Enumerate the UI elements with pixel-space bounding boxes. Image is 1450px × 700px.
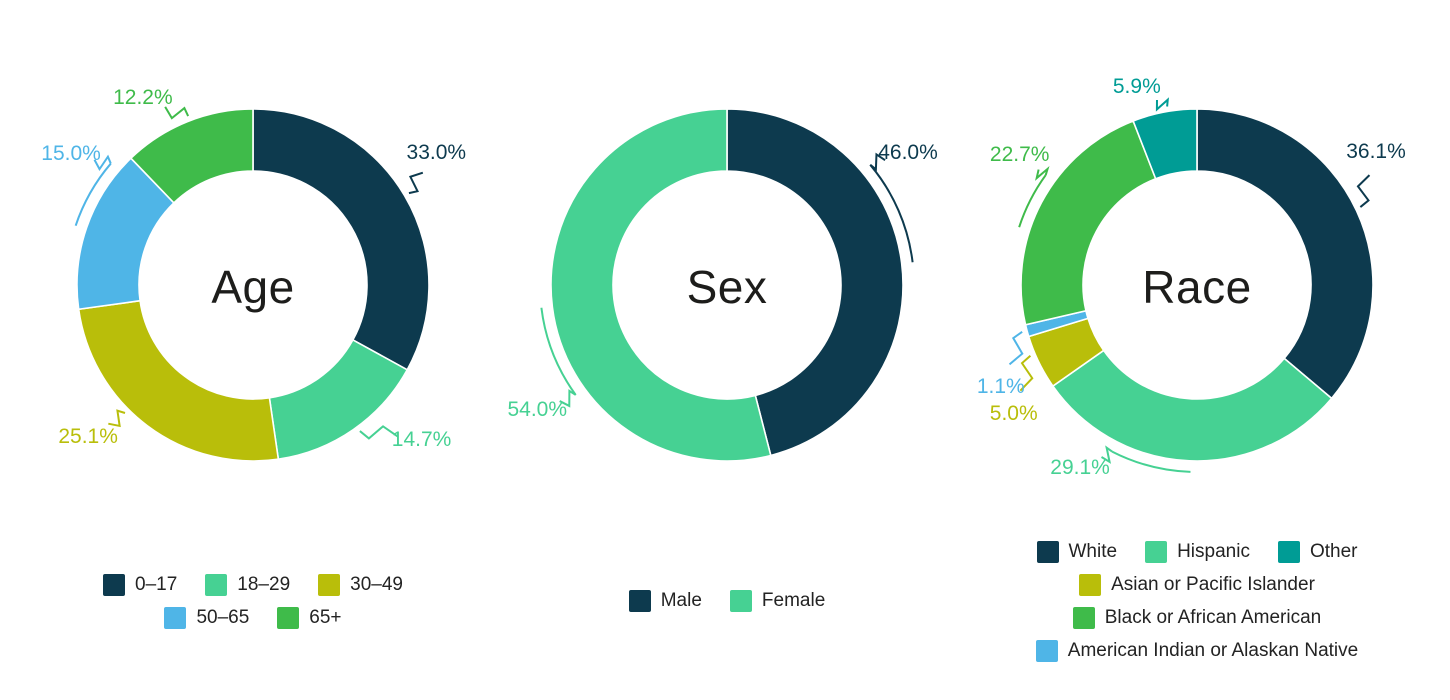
donut-chart-sex — [540, 108, 914, 462]
donut-slice-18-29[interactable] — [268, 338, 409, 461]
donut-chart-race — [1008, 97, 1374, 473]
leader-line — [1019, 354, 1034, 392]
legend-swatch-50-65 — [164, 607, 187, 629]
legend-swatch-white — [1036, 541, 1059, 563]
slice-label-black-or-african-american: 22.7% — [989, 142, 1050, 166]
legend-label: Other — [1309, 541, 1358, 562]
legend-item-white: White — [1036, 541, 1118, 563]
donut-slice-hispanic[interactable] — [1051, 349, 1333, 462]
chart-title-race: Race — [1142, 261, 1252, 313]
leader-line — [164, 106, 190, 120]
leader-arc — [1111, 450, 1191, 473]
legend-label: Asian or Pacific Islander — [1111, 574, 1315, 595]
legend-swatch-65 — [277, 607, 300, 629]
legend-label: Female — [761, 590, 826, 611]
legend-label: 65+ — [309, 607, 342, 628]
donut-slice-male[interactable] — [726, 108, 904, 457]
legend-item-male: Male — [628, 590, 702, 612]
legend-item-other: Other — [1277, 541, 1358, 563]
donut-slice-0-17[interactable] — [252, 108, 430, 371]
legend-swatch-american-indian-or-alaskan-native — [1035, 640, 1058, 662]
slice-label-18-29: 14.7% — [391, 428, 452, 451]
slice-label-0-17: 33.0% — [406, 140, 467, 164]
leader-line — [1035, 165, 1050, 181]
donut-slice-65[interactable] — [129, 108, 254, 205]
donut-slice-other[interactable] — [1132, 108, 1198, 180]
slice-label-white: 36.1% — [1346, 140, 1406, 164]
slice-label-other: 5.9% — [1112, 74, 1161, 98]
leader-line — [1356, 174, 1371, 208]
slice-label-american-indian-or-alaskan-native: 1.1% — [976, 374, 1025, 398]
slice-label-65: 12.2% — [113, 86, 173, 110]
slice-label-hispanic: 29.1% — [1050, 455, 1110, 479]
slice-label-50-65: 15.0% — [41, 142, 101, 166]
legend-swatch-black-or-african-american — [1072, 607, 1095, 629]
legend-item-30-49: 30–49 — [318, 574, 403, 596]
legend-label: American Indian or Alaskan Native — [1067, 640, 1359, 661]
legend-item-black-or-african-american: Black or African American — [1072, 607, 1322, 629]
chart-title-age: Age — [211, 261, 295, 313]
leader-line — [359, 425, 399, 440]
leader-arc — [74, 162, 112, 226]
legend-item-asian-or-pacific-islander: Asian or Pacific Islander — [1079, 574, 1315, 596]
leader-arc — [869, 164, 914, 263]
legend-item-hispanic: Hispanic — [1145, 541, 1250, 563]
legend-swatch-male — [628, 590, 651, 612]
legend-label: White — [1068, 541, 1118, 562]
legend-label: Male — [660, 590, 702, 611]
legend-swatch-female — [729, 590, 752, 612]
legend-sex: Male Female — [486, 590, 968, 612]
legend-label: Black or African American — [1104, 607, 1322, 628]
legend-label: Hispanic — [1177, 541, 1250, 562]
donut-slice-female[interactable] — [550, 108, 772, 462]
slice-label-30-49: 25.1% — [58, 424, 118, 448]
legend-item-american-indian-or-alaskan-native: American Indian or Alaskan Native — [1035, 640, 1359, 662]
leader-line — [869, 152, 886, 172]
leader-line — [1155, 97, 1169, 112]
slice-label-male: 46.0% — [878, 141, 938, 165]
legend-swatch-0-17 — [103, 574, 126, 596]
leader-line — [1100, 445, 1113, 464]
donut-chart-age — [74, 106, 430, 462]
legend-label: 30–49 — [350, 574, 403, 595]
legend-item-65: 65+ — [277, 607, 342, 629]
leader-line — [1008, 331, 1024, 366]
legend-item-0-17: 0–17 — [103, 574, 177, 596]
donut-slice-30-49[interactable] — [77, 299, 280, 462]
leader-arc — [540, 307, 577, 396]
legend-label: 0–17 — [135, 574, 178, 595]
leader-line — [408, 171, 424, 195]
leader-line — [108, 409, 126, 428]
legend-label: 50–65 — [196, 607, 250, 628]
legend-swatch-hispanic — [1145, 541, 1168, 563]
slice-label-female: 54.0% — [507, 397, 568, 421]
leader-line — [559, 389, 577, 408]
legend-swatch-18-29 — [205, 574, 228, 596]
donut-slice-white[interactable] — [1196, 108, 1374, 400]
legend-label: 18–29 — [237, 574, 291, 595]
chart-title-sex: Sex — [686, 261, 768, 313]
legend-item-18-29: 18–29 — [205, 574, 290, 596]
legend-age: 0–17 18–29 30–49 50–65 65+ — [58, 574, 448, 629]
legend-swatch-asian-or-pacific-islander — [1079, 574, 1102, 596]
legend-swatch-other — [1277, 541, 1300, 563]
slice-label-asian-or-pacific-islander: 5.0% — [989, 401, 1038, 425]
leader-arc — [1018, 174, 1047, 228]
legend-race: White Hispanic Other Asian or Pacific Islan… — [962, 541, 1432, 662]
leader-line — [93, 154, 112, 172]
legend-item-female: Female — [729, 590, 826, 612]
legend-item-50-65: 50–65 — [164, 607, 249, 629]
legend-swatch-30-49 — [318, 574, 341, 596]
